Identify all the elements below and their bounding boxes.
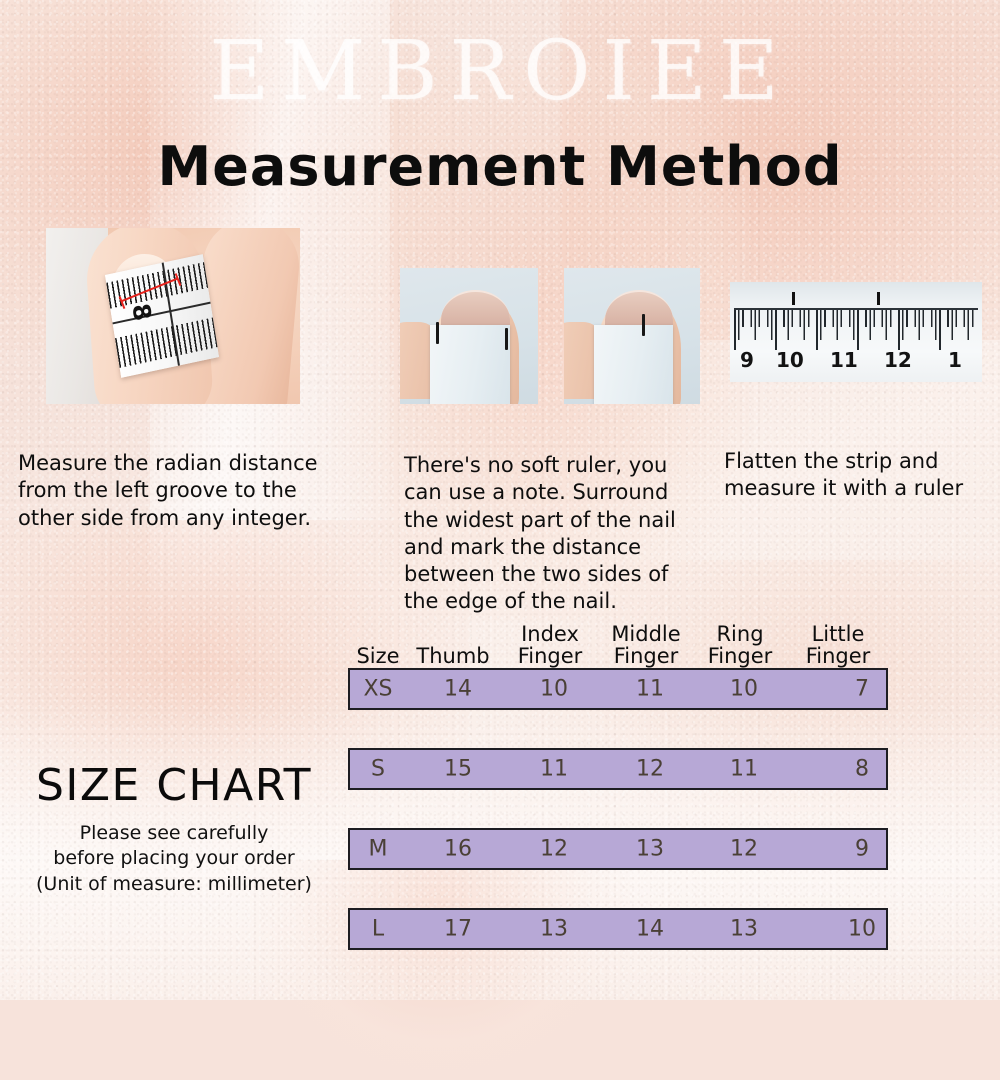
ruler-label-11: 11 xyxy=(830,348,858,372)
tape-number-label: 8 xyxy=(126,301,157,324)
strip-mark-left xyxy=(435,322,439,345)
table-header-row: Size Thumb Index Finger Middle Finger Ri… xyxy=(348,612,888,668)
cell-little: 7 xyxy=(855,676,869,702)
page-title: Measurement Method xyxy=(157,135,843,198)
cell-thumb: 17 xyxy=(444,916,472,942)
size-chart-note: Please see carefully before placing your… xyxy=(36,822,312,895)
cell-ring: 10 xyxy=(730,676,758,702)
caption-step-1: Measure the radian distance from the lef… xyxy=(18,451,318,530)
column-header-size: Size xyxy=(356,644,400,669)
cell-thumb: 15 xyxy=(444,756,472,782)
ruler-label-10: 10 xyxy=(776,348,804,372)
paper-strip-around-nail-photo-2 xyxy=(564,268,700,404)
cell-middle: 11 xyxy=(636,676,664,702)
caption-step-3: Flatten the strip and measure it with a … xyxy=(724,449,964,501)
cell-size: L xyxy=(371,916,385,942)
finger-with-soft-tape-photo: 8 xyxy=(46,228,300,404)
cell-little: 9 xyxy=(855,836,869,862)
cell-thumb: 14 xyxy=(444,676,472,702)
ruler-major-ticks xyxy=(734,310,978,350)
cell-ring: 13 xyxy=(730,916,758,942)
ruler-number-labels: 9 10 11 12 1 xyxy=(734,348,978,378)
cell-middle: 14 xyxy=(636,916,664,942)
paper-strip xyxy=(430,325,511,404)
ruler-pen-mark-right xyxy=(877,292,880,305)
column-header-index-finger: Index Finger xyxy=(517,621,583,669)
ruler-label-13-cut: 1 xyxy=(948,348,962,372)
caption-step-2: There's no soft ruler, you can use a not… xyxy=(404,453,676,614)
table-row: S 15 11 12 11 8 xyxy=(348,748,888,790)
table-row: L 17 13 14 13 10 xyxy=(348,908,888,950)
cell-thumb: 16 xyxy=(444,836,472,862)
paper-strip-around-nail-photo-1 xyxy=(400,268,538,404)
column-header-thumb: Thumb xyxy=(416,644,490,669)
paper-strip xyxy=(593,325,673,404)
cell-index: 12 xyxy=(540,836,568,862)
column-header-little-finger: Little Finger xyxy=(805,621,871,669)
ruler-label-12: 12 xyxy=(884,348,912,372)
ruler-edge-line xyxy=(734,308,978,310)
ruler-pen-mark-left xyxy=(792,292,795,305)
brand-watermark: EMBROIEE xyxy=(209,24,791,119)
cell-ring: 12 xyxy=(730,836,758,862)
cell-index: 13 xyxy=(540,916,568,942)
strip-mark-right xyxy=(504,327,508,350)
soft-measuring-tape: 8 xyxy=(104,254,220,378)
cell-size: XS xyxy=(363,676,393,702)
table-row: M 16 12 13 12 9 xyxy=(348,828,888,870)
column-header-middle-finger: Middle Finger xyxy=(611,621,681,669)
ruler-label-9: 9 xyxy=(740,348,754,372)
cell-little: 10 xyxy=(848,916,876,942)
cell-ring: 11 xyxy=(730,756,758,782)
cell-middle: 13 xyxy=(636,836,664,862)
cell-middle: 12 xyxy=(636,756,664,782)
ruler-measuring-strip-photo: 9 10 11 12 1 xyxy=(730,282,982,382)
table-row: XS 14 10 11 10 7 xyxy=(348,668,888,710)
cell-size: S xyxy=(371,756,385,782)
tape-ticks-lower xyxy=(114,317,218,368)
column-header-ring-finger: Ring Finger xyxy=(707,621,773,669)
size-chart-heading-block: SIZE CHART Please see carefully before p… xyxy=(14,760,334,897)
size-chart-title: SIZE CHART xyxy=(36,760,312,811)
cell-index: 10 xyxy=(540,676,568,702)
strip-mark-center xyxy=(641,314,645,337)
cell-size: M xyxy=(368,836,388,862)
cell-little: 8 xyxy=(855,756,869,782)
cell-index: 11 xyxy=(540,756,568,782)
size-chart-table: Size Thumb Index Finger Middle Finger Ri… xyxy=(348,612,888,988)
